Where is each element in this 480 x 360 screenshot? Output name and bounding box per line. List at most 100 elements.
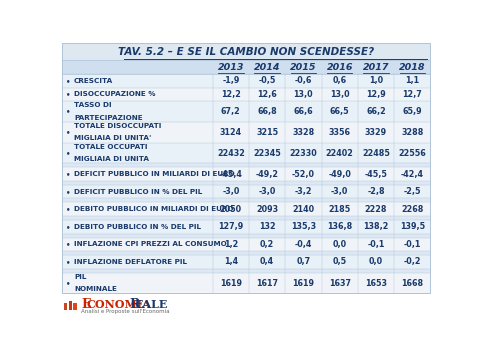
Text: 0,0: 0,0	[333, 240, 347, 249]
Text: -2,5: -2,5	[404, 187, 421, 196]
Text: 67,2: 67,2	[221, 107, 240, 116]
Text: -45,4: -45,4	[219, 170, 242, 179]
Bar	[61, 273, 431, 293]
Bar	[61, 101, 431, 122]
Text: DEBITO PUBBLICO IN % DEL PIL: DEBITO PUBBLICO IN % DEL PIL	[74, 224, 201, 230]
Text: 2017: 2017	[363, 63, 389, 72]
Text: CRESCITA: CRESCITA	[74, 78, 113, 84]
Text: •: •	[66, 189, 71, 195]
Text: -3,2: -3,2	[295, 187, 312, 196]
Text: -49,0: -49,0	[328, 170, 351, 179]
Text: 132: 132	[259, 222, 276, 231]
Text: 13,0: 13,0	[294, 90, 313, 99]
Text: •: •	[66, 129, 71, 135]
Text: 2228: 2228	[365, 205, 387, 214]
Bar	[64, 303, 67, 310]
Bar	[61, 251, 431, 255]
Text: 2013: 2013	[217, 63, 244, 72]
Text: E: E	[81, 298, 90, 311]
Text: •: •	[66, 78, 71, 84]
Text: TOTALE OCCUPATI: TOTALE OCCUPATI	[74, 144, 147, 150]
Text: 3356: 3356	[329, 128, 351, 137]
Text: 1,4: 1,4	[224, 257, 238, 266]
Bar	[61, 60, 431, 74]
Text: 66,8: 66,8	[257, 107, 277, 116]
Bar	[73, 303, 77, 310]
Bar	[61, 255, 431, 269]
Text: -2,8: -2,8	[367, 187, 385, 196]
Text: CONOMIA: CONOMIA	[86, 299, 151, 310]
Bar	[61, 234, 431, 238]
Text: 22330: 22330	[289, 149, 317, 158]
Text: -45,5: -45,5	[365, 170, 387, 179]
Bar	[61, 269, 431, 273]
Bar	[61, 43, 431, 60]
Text: 3215: 3215	[256, 128, 278, 137]
Text: 1637: 1637	[329, 279, 351, 288]
Bar	[61, 181, 431, 185]
Text: 2015: 2015	[290, 63, 317, 72]
Text: 22485: 22485	[362, 149, 390, 158]
Text: 135,3: 135,3	[291, 222, 316, 231]
Text: MIGLIAIA DI UNITA: MIGLIAIA DI UNITA	[74, 156, 149, 162]
Text: 22432: 22432	[217, 149, 245, 158]
Text: -0,5: -0,5	[258, 76, 276, 85]
Text: -52,0: -52,0	[292, 170, 315, 179]
Text: 1,2: 1,2	[224, 240, 238, 249]
Text: 12,2: 12,2	[221, 90, 241, 99]
Text: 22345: 22345	[253, 149, 281, 158]
Text: 2016: 2016	[326, 63, 353, 72]
Text: •: •	[66, 241, 71, 247]
Bar	[61, 163, 431, 167]
Text: DEFICIT PUBBLICO IN MILIARDI DI EURO: DEFICIT PUBBLICO IN MILIARDI DI EURO	[74, 171, 235, 177]
Text: •: •	[66, 280, 71, 286]
Text: PIL: PIL	[74, 274, 86, 280]
Text: 2014: 2014	[254, 63, 280, 72]
Text: 0,2: 0,2	[260, 240, 274, 249]
Text: 2050: 2050	[220, 205, 242, 214]
Text: EALE: EALE	[134, 299, 168, 310]
Bar	[61, 238, 431, 251]
Text: 3288: 3288	[401, 128, 423, 137]
Text: R: R	[129, 298, 139, 311]
Text: 13,0: 13,0	[330, 90, 349, 99]
Text: 2185: 2185	[329, 205, 351, 214]
Text: 3328: 3328	[292, 128, 314, 137]
Text: 0,7: 0,7	[296, 257, 311, 266]
Text: -3,0: -3,0	[222, 187, 240, 196]
Text: PARTECIPAZIONE: PARTECIPAZIONE	[74, 115, 143, 121]
Text: •: •	[66, 108, 71, 114]
Bar	[61, 185, 431, 198]
Text: Analisi e Proposte sull'Economia: Analisi e Proposte sull'Economia	[81, 309, 169, 314]
Text: 136,8: 136,8	[327, 222, 352, 231]
Text: 1617: 1617	[256, 279, 278, 288]
Text: DEBITO PUBBLICO IN MILIARDI DI EURO: DEBITO PUBBLICO IN MILIARDI DI EURO	[74, 206, 233, 212]
Text: -42,4: -42,4	[401, 170, 424, 179]
Text: 1,0: 1,0	[369, 76, 383, 85]
Text: 22402: 22402	[326, 149, 354, 158]
Text: -1,9: -1,9	[222, 76, 240, 85]
Text: 1653: 1653	[365, 279, 387, 288]
Text: 0,5: 0,5	[333, 257, 347, 266]
Text: -0,1: -0,1	[367, 240, 384, 249]
Text: 2018: 2018	[399, 63, 426, 72]
Text: -3,0: -3,0	[258, 187, 276, 196]
Text: •: •	[66, 259, 71, 265]
Bar	[61, 216, 431, 220]
Text: 0,0: 0,0	[369, 257, 383, 266]
Text: 1668: 1668	[401, 279, 423, 288]
Bar	[69, 301, 72, 310]
Text: TAV. 5.2 – E SE IL CAMBIO NON SCENDESSE?: TAV. 5.2 – E SE IL CAMBIO NON SCENDESSE?	[118, 47, 374, 57]
Text: INFLAZIONE DEFLATORE PIL: INFLAZIONE DEFLATORE PIL	[74, 259, 187, 265]
Text: DISOCCUPAZIONE %: DISOCCUPAZIONE %	[74, 91, 156, 97]
Bar	[61, 143, 431, 163]
Text: DEFICIT PUBBLICO IN % DEL PIL: DEFICIT PUBBLICO IN % DEL PIL	[74, 189, 202, 195]
Bar	[61, 220, 431, 234]
Text: 66,6: 66,6	[294, 107, 313, 116]
Text: INFLAZIONE CPI PREZZI AL CONSUMO: INFLAZIONE CPI PREZZI AL CONSUMO	[74, 241, 227, 247]
Text: -0,6: -0,6	[295, 76, 312, 85]
Text: 12,9: 12,9	[366, 90, 386, 99]
Text: MIGLIAIA DI UNITA': MIGLIAIA DI UNITA'	[74, 135, 151, 141]
Text: 1619: 1619	[292, 279, 314, 288]
Text: •: •	[66, 224, 71, 230]
